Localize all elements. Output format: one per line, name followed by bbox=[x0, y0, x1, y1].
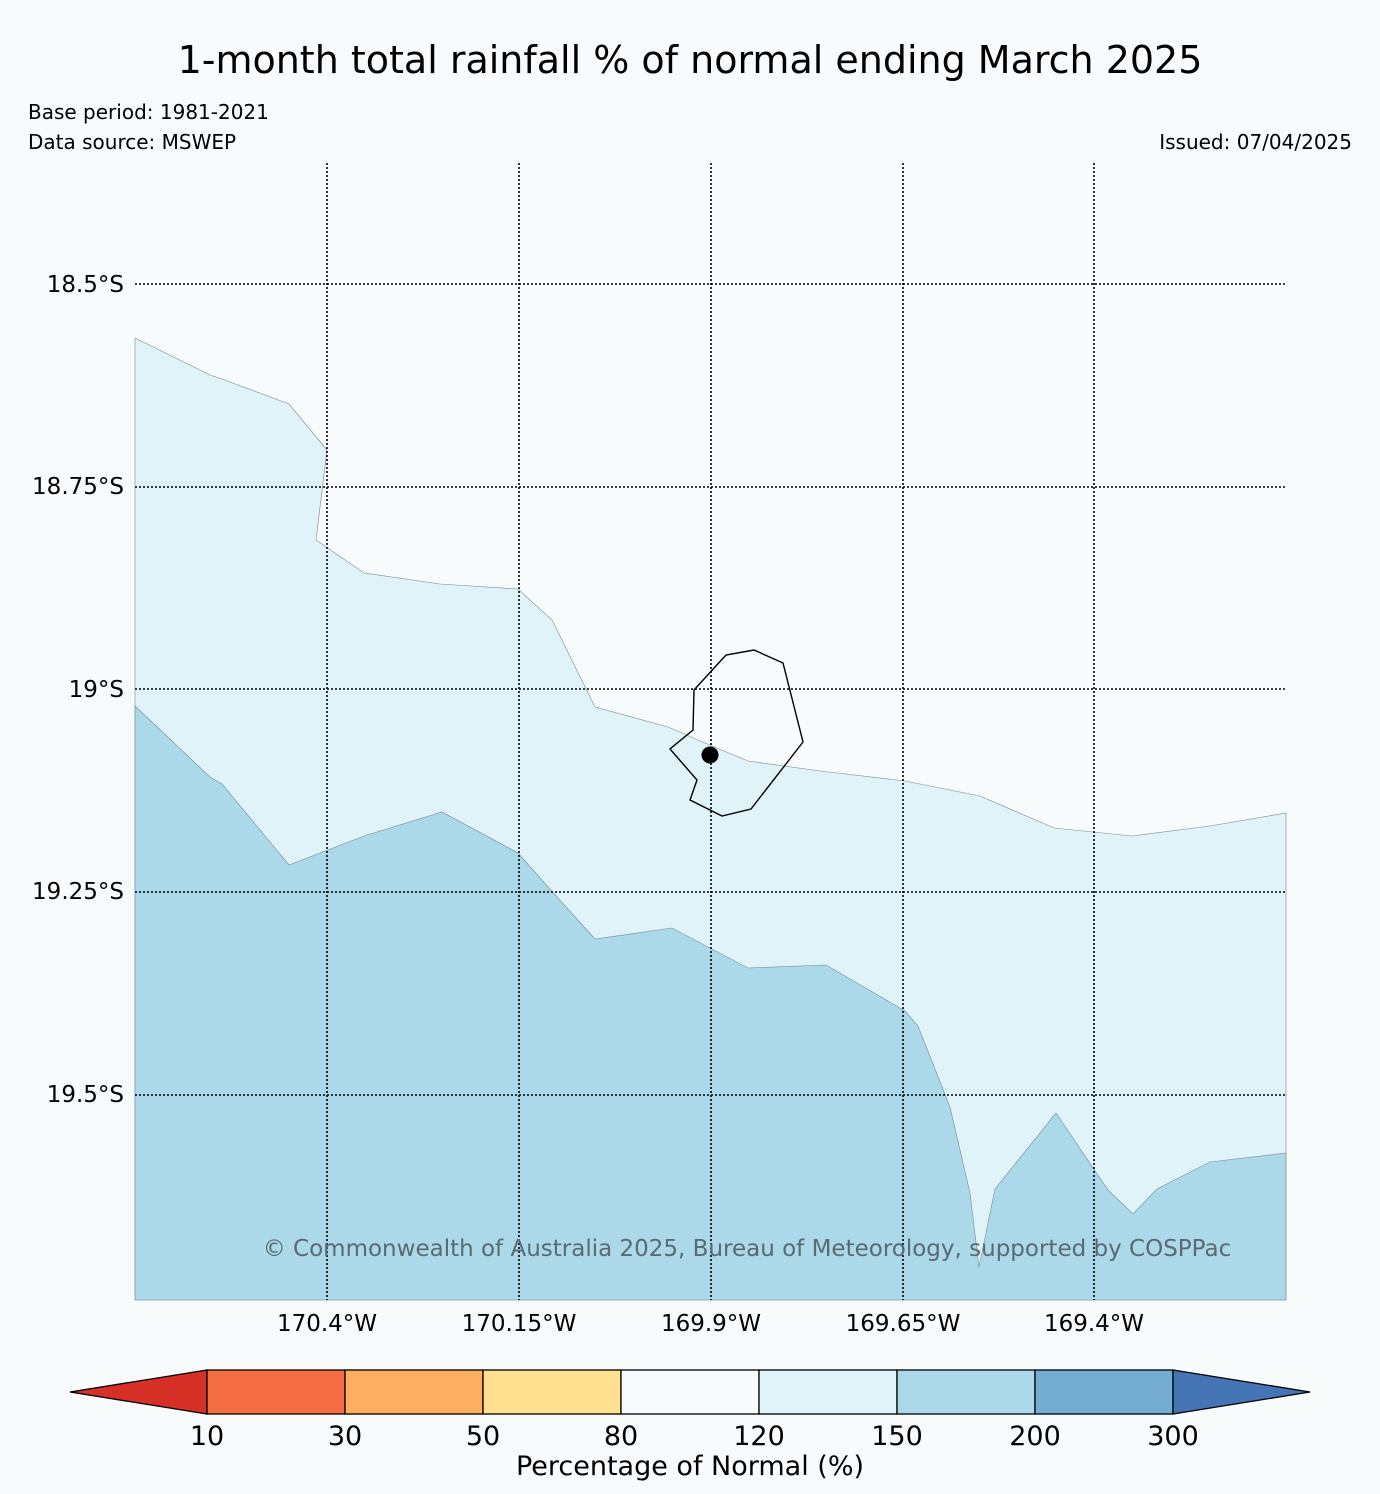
colorbar-segment-10-30 bbox=[206, 1369, 346, 1415]
copyright-notice: © Commonwealth of Australia 2025, Bureau… bbox=[263, 1236, 1232, 1262]
station-marker bbox=[701, 746, 719, 764]
colorbar-tick: 200 bbox=[1009, 1421, 1061, 1452]
lat-label: 19.5°S bbox=[47, 1082, 124, 1108]
lon-label: 169.4°W bbox=[1044, 1311, 1144, 1337]
colorbar bbox=[69, 1369, 1311, 1415]
gridlines bbox=[135, 163, 1286, 1300]
colorbar-tick: 150 bbox=[871, 1421, 923, 1452]
lon-label: 170.15°W bbox=[462, 1311, 577, 1337]
colorbar-segment-50-80 bbox=[482, 1369, 622, 1415]
colorbar-tick: 10 bbox=[190, 1421, 224, 1452]
lat-label: 18.5°S bbox=[47, 272, 124, 298]
colorbar-tick: 30 bbox=[328, 1421, 362, 1452]
colorbar-tick: 300 bbox=[1147, 1421, 1199, 1452]
colorbar-segment-150-200 bbox=[896, 1369, 1036, 1415]
colorbar-tick: 50 bbox=[466, 1421, 500, 1452]
colorbar-segment-200-300 bbox=[1034, 1369, 1174, 1415]
lon-label: 169.65°W bbox=[846, 1311, 961, 1337]
map-title: 1-month total rainfall % of normal endin… bbox=[177, 38, 1203, 82]
base-period-label: Base period: 1981-2021 bbox=[28, 100, 269, 124]
colorbar-segment-80-120 bbox=[620, 1369, 760, 1415]
lon-label: 170.4°W bbox=[277, 1311, 377, 1337]
colorbar-title: Percentage of Normal (%) bbox=[516, 1451, 864, 1482]
lat-label: 19°S bbox=[69, 677, 124, 703]
colorbar-tick: 120 bbox=[733, 1421, 785, 1452]
colorbar-tick: 80 bbox=[604, 1421, 638, 1452]
lat-label: 19.25°S bbox=[32, 879, 124, 905]
colorbar-segment-below-10 bbox=[69, 1369, 208, 1415]
lat-label: 18.75°S bbox=[32, 474, 124, 500]
data-source-label: Data source: MSWEP bbox=[28, 130, 237, 154]
colorbar-segment-30-50 bbox=[344, 1369, 484, 1415]
issued-date-label: Issued: 07/04/2025 bbox=[1159, 130, 1352, 154]
colorbar-segment-above-300 bbox=[1172, 1369, 1311, 1415]
island-outline bbox=[669, 649, 804, 817]
lon-label: 169.9°W bbox=[661, 1311, 761, 1337]
colorbar-segment-120-150 bbox=[758, 1369, 898, 1415]
